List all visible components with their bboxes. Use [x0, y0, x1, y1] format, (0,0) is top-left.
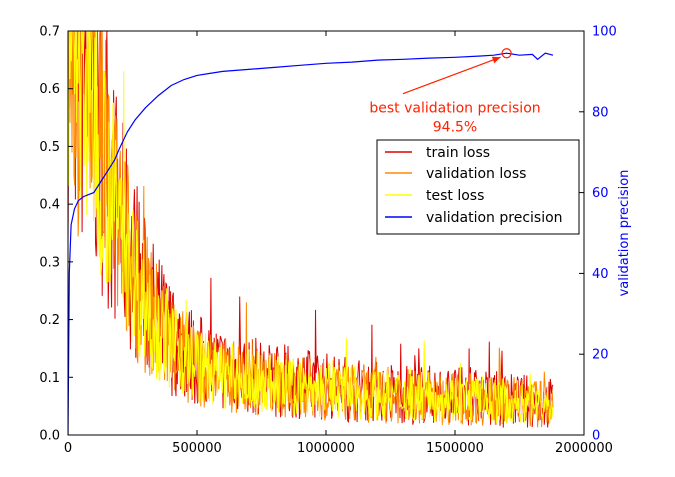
best-point-marker: [501, 48, 512, 59]
legend-label-precision: validation precision: [426, 210, 563, 226]
y2-tick-label: 80: [592, 105, 609, 120]
y2-tick-label: 40: [592, 267, 609, 282]
y-tick-label: 0.3: [39, 255, 60, 270]
y2-tick-label: 60: [592, 186, 609, 201]
x-tick-label: 2000000: [555, 441, 613, 456]
annotation-arrow: [402, 56, 501, 95]
y-tick-label: 0.0: [39, 429, 60, 444]
y-tick-label: 0.6: [39, 82, 60, 97]
annotation-text-line2: 94.5%: [433, 120, 477, 136]
legend-box: [376, 139, 580, 235]
plot-area: 0 500000 1000000 1500000 2000000 0.0 0.1 0.2 0.3…: [39, 25, 632, 457]
x-tick-label: 1000000: [297, 441, 355, 456]
y-tick-label: 0.1: [39, 371, 60, 386]
annotation-arrowhead: [491, 56, 501, 64]
x-tick-label: 500000: [172, 441, 222, 456]
x-tick-label: 1500000: [426, 441, 484, 456]
y2-axis-label: validation precision: [617, 170, 632, 297]
series-line-test: [68, 31, 554, 425]
annotation-text-line1: best validation precision: [369, 101, 540, 117]
legend: train loss validation loss test loss val…: [376, 139, 580, 235]
y-tick-label: 0.2: [39, 313, 60, 328]
y-tick-label: 0.5: [39, 140, 60, 155]
tick-layer: 0 500000 1000000 1500000 2000000 0.0 0.1 0.2 0.3…: [39, 25, 617, 457]
legend-label-test: test loss: [426, 188, 484, 204]
annotation: best validation precision 94.5%: [369, 48, 541, 136]
legend-label-train: train loss: [426, 145, 490, 161]
x-tick-label: 0: [64, 441, 72, 456]
series-line-precision: [68, 52, 554, 435]
y-tick-label: 0.7: [39, 25, 60, 40]
y2-tick-label: 0: [592, 429, 600, 444]
y2-tick-label: 20: [592, 348, 609, 363]
series-layer: [68, 31, 554, 435]
y-tick-label: 0.4: [39, 198, 60, 213]
legend-label-validation: validation loss: [426, 166, 526, 182]
y2-tick-label: 100: [592, 25, 617, 40]
